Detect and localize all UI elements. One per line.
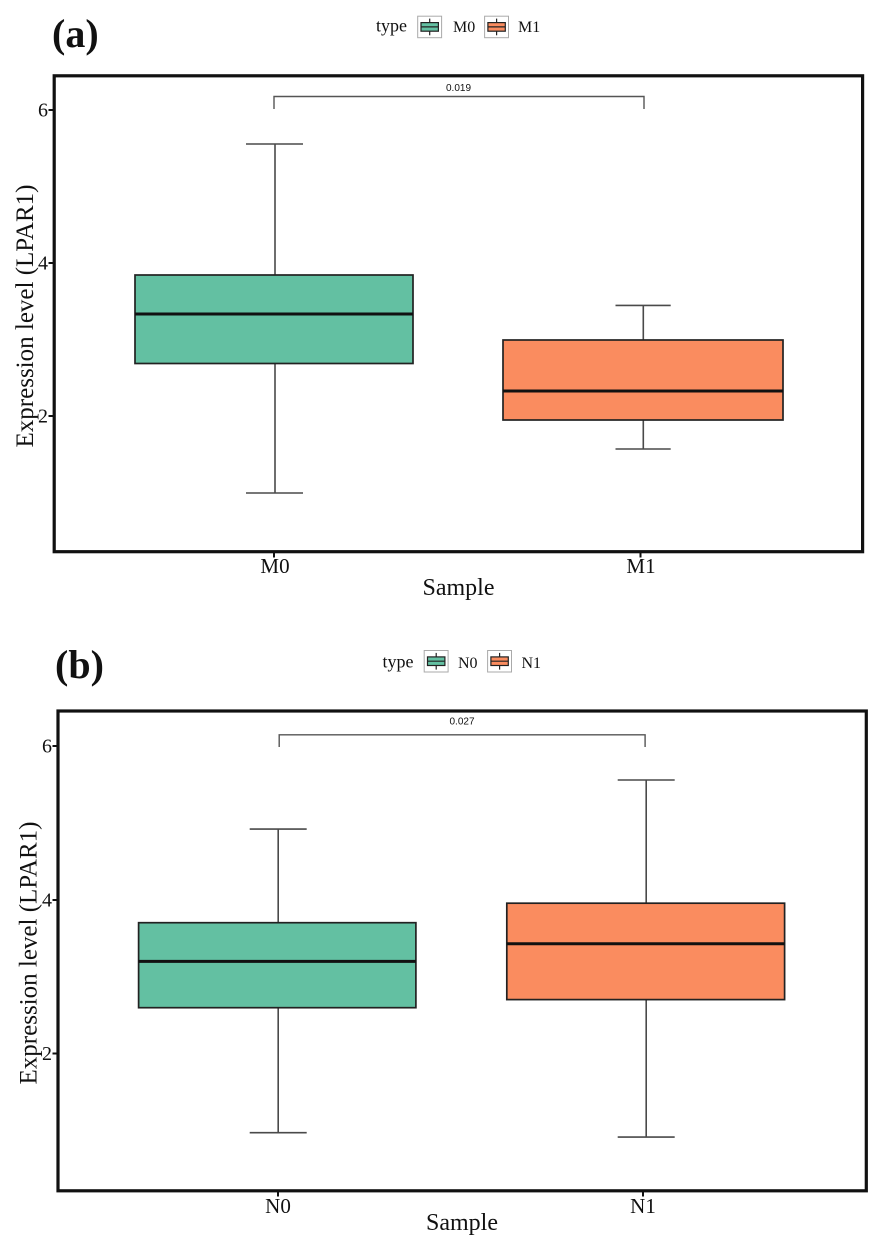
svg-text:M1: M1 — [518, 19, 540, 36]
svg-text:4: 4 — [38, 253, 48, 275]
svg-text:0.019: 0.019 — [446, 83, 471, 94]
svg-text:M0: M0 — [260, 554, 289, 578]
svg-text:4: 4 — [42, 890, 52, 912]
svg-text:(b): (b) — [55, 642, 104, 687]
svg-text:6: 6 — [42, 736, 52, 758]
svg-text:0.027: 0.027 — [449, 717, 474, 728]
svg-text:type: type — [383, 652, 414, 672]
svg-text:N0: N0 — [458, 655, 478, 672]
svg-text:M1: M1 — [626, 554, 655, 578]
svg-text:Expression level (LPAR1): Expression level (LPAR1) — [16, 822, 43, 1085]
svg-text:(a): (a) — [52, 11, 99, 56]
svg-text:6: 6 — [38, 100, 48, 122]
svg-text:2: 2 — [42, 1043, 52, 1065]
svg-text:Expression level (LPAR1): Expression level (LPAR1) — [12, 185, 39, 448]
svg-text:Sample: Sample — [426, 1210, 498, 1236]
svg-text:N0: N0 — [265, 1194, 291, 1218]
svg-text:N1: N1 — [630, 1194, 656, 1218]
svg-text:N1: N1 — [522, 655, 542, 672]
svg-text:Sample: Sample — [423, 575, 495, 601]
svg-text:2: 2 — [38, 406, 48, 428]
svg-text:M0: M0 — [453, 19, 475, 36]
svg-text:type: type — [376, 16, 407, 36]
